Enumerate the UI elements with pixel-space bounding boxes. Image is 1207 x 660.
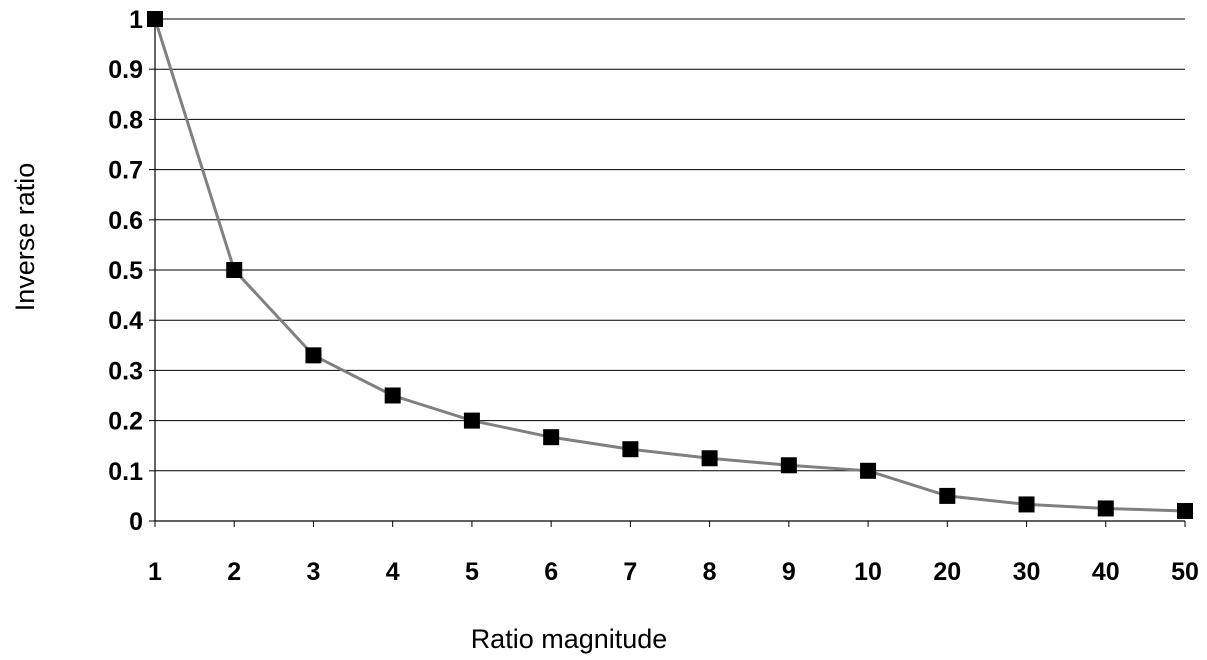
- y-tick-label: 0.1: [108, 458, 143, 486]
- x-tick-label: 5: [465, 558, 479, 586]
- axes: [149, 18, 1186, 527]
- x-tick-label: 4: [386, 558, 400, 586]
- x-tick-labels: 1 2 3 4 5 6 7 8 9 10 20 30 40 50: [148, 558, 1199, 586]
- x-tick-label: 30: [1013, 558, 1041, 586]
- data-point: [622, 441, 639, 458]
- data-point: [543, 429, 560, 446]
- y-tick-label: 0.9: [108, 56, 143, 84]
- data-point: [463, 412, 480, 429]
- data-point: [226, 262, 243, 278]
- data-point: [860, 462, 877, 479]
- x-tick-label: 7: [623, 558, 637, 586]
- x-tick-label: 2: [227, 558, 241, 586]
- gridlines: [155, 18, 1185, 472]
- x-axis-title: Ratio magnitude: [471, 624, 668, 654]
- x-tick-label: 20: [933, 558, 961, 586]
- y-tick-label: 0.4: [108, 307, 143, 335]
- x-tick-label: 40: [1092, 558, 1120, 586]
- x-tick-label: 50: [1171, 558, 1199, 586]
- y-tick-label: 0: [129, 508, 143, 536]
- data-point: [939, 487, 956, 504]
- data-point: [147, 11, 163, 27]
- y-tick-labels: 0 0.1 0.2 0.3 0.4 0.5 0.6 0.7 0.8 0.9 1: [108, 6, 143, 536]
- y-axis-title: Inverse ratio: [10, 163, 40, 312]
- data-point: [780, 457, 797, 474]
- x-tick-label: 9: [782, 558, 796, 586]
- x-tick-label: 8: [703, 558, 717, 586]
- y-tick-label: 0.3: [108, 357, 143, 385]
- y-tick-label: 1: [129, 6, 143, 34]
- x-tick-label: 10: [854, 558, 882, 586]
- series-line: [153, 18, 1186, 513]
- y-tick-label: 0.7: [108, 157, 143, 185]
- y-tick-label: 0.2: [108, 408, 143, 436]
- y-tick-label: 0.6: [108, 207, 143, 235]
- data-point: [1018, 496, 1035, 513]
- data-point: [1177, 502, 1193, 519]
- data-point: [701, 450, 718, 467]
- x-tick-label: 3: [307, 558, 321, 586]
- x-tick-label: 6: [544, 558, 558, 586]
- y-tick-label: 0.5: [108, 257, 143, 285]
- series-inverse-ratio: [147, 11, 1193, 519]
- y-tick-label: 0.8: [108, 106, 143, 134]
- data-point: [1097, 500, 1114, 517]
- data-point: [305, 347, 322, 364]
- x-tick-label: 1: [148, 558, 162, 586]
- data-point: [384, 387, 401, 404]
